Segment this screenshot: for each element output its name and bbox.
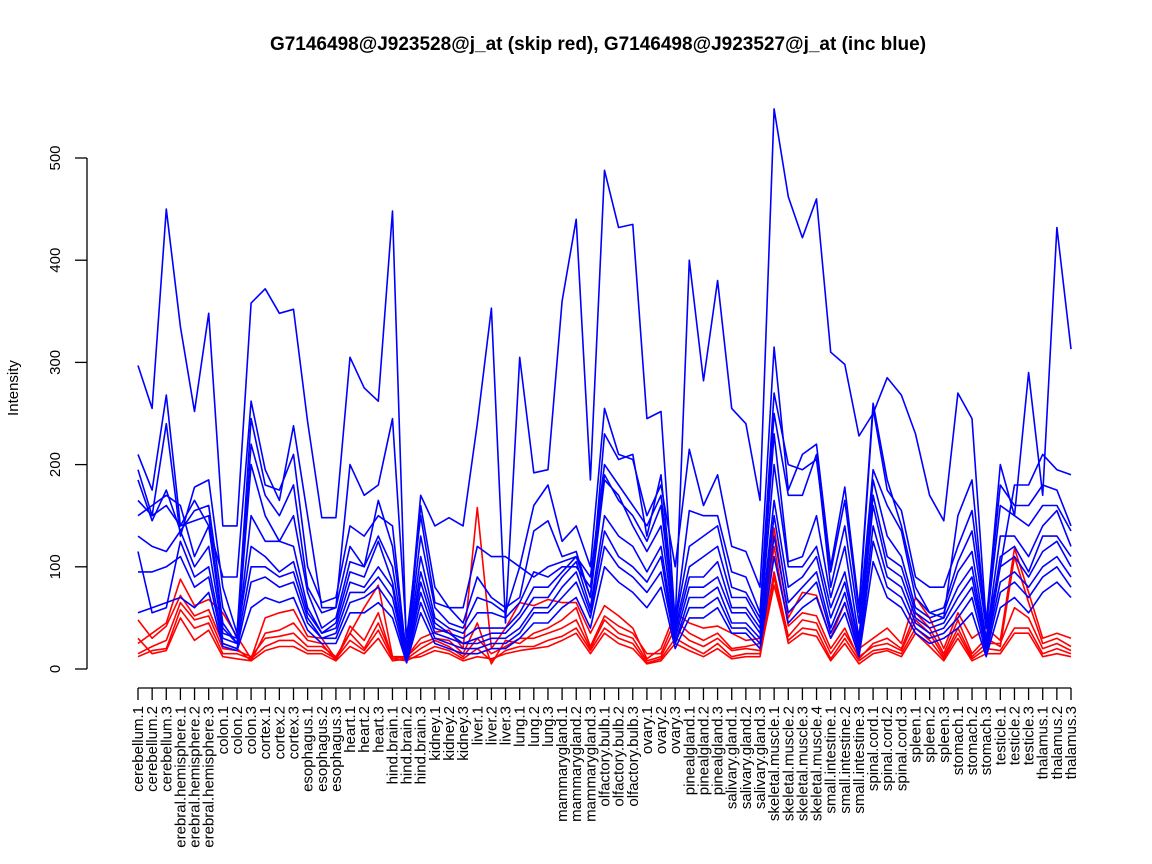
x-tick-label: mammarygland.3: [582, 706, 599, 822]
x-tick-label: spinal.cord.2: [879, 706, 896, 791]
inc-blue-series-line: [137, 108, 1072, 655]
x-tick-label: stomach.1: [950, 706, 967, 775]
skip-red-series-line: [137, 571, 1072, 662]
x-tick-label: liver.2: [483, 706, 500, 745]
x-tick-label: small.intestine.2: [837, 706, 854, 814]
x-tick-label: cortex.1: [257, 706, 274, 759]
x-tick-label: kidney.1: [427, 706, 444, 761]
x-tick-label: heart.2: [356, 706, 373, 753]
inc-blue-series-line: [137, 555, 1072, 664]
x-tick-label: lung.3: [540, 706, 557, 747]
x-tick-label: liver.3: [498, 706, 515, 745]
x-tick-label: spleen.1: [908, 706, 925, 763]
x-tick-label: kidney.3: [455, 706, 472, 761]
x-tick-label: colon.3: [243, 706, 260, 754]
x-tick-label: skeletal.muscle.3: [794, 706, 811, 821]
x-tick-label: olfactory.bulb.2: [611, 706, 628, 807]
x-tick-label: cortex.2: [271, 706, 288, 759]
x-tick-label: stomach.3: [978, 706, 995, 775]
skip-red-series-line: [137, 584, 1072, 664]
series-lines: [137, 108, 1072, 665]
x-tick-label: spinal.cord.3: [893, 706, 910, 791]
inc-blue-series-line: [137, 433, 1072, 658]
x-tick-label: spinal.cord.1: [865, 706, 882, 791]
x-tick-label: heart.1: [342, 706, 359, 753]
x-tick-label: olfactory.bulb.1: [597, 706, 614, 807]
x-tick-label: olfactory.bulb.3: [625, 706, 642, 807]
x-tick-label: salivary.gland.1: [724, 706, 741, 809]
x-tick-label: cerebellum.1: [130, 706, 147, 792]
x-tick-label: erebral.hemisphere.3: [201, 706, 218, 848]
y-tick-label: 300: [47, 350, 64, 375]
x-tick-label: liver.1: [469, 706, 486, 745]
x-tick-label: thalamus.3: [1063, 706, 1080, 779]
x-tick-label: colon.1: [215, 706, 232, 754]
x-tick-label: mammarygland.1: [554, 706, 571, 822]
inc-blue-series-line: [137, 346, 1072, 640]
inc-blue-series-line: [137, 499, 1072, 662]
x-tick-label: pinealgland.2: [695, 706, 712, 795]
x-tick-label: small.intestine.1: [823, 706, 840, 814]
y-axis-label: Intensity: [5, 360, 22, 416]
y-tick-label: 0: [47, 665, 64, 673]
x-tick-label: kidney.2: [441, 706, 458, 761]
x-tick-label: spleen.2: [922, 706, 939, 763]
x-tick-label: esophagus.1: [300, 706, 317, 792]
y-tick-label: 500: [47, 145, 64, 170]
y-tick-label: 200: [47, 452, 64, 477]
x-tick-label: mammarygland.2: [568, 706, 585, 822]
x-tick-label: pinealgland.1: [681, 706, 698, 795]
x-tick-label: skeletal.muscle.2: [780, 706, 797, 821]
x-tick-label: thalamus.2: [1049, 706, 1066, 779]
x-tick-label: ovary.1: [639, 706, 656, 754]
x-tick-label: esophagus.2: [314, 706, 331, 792]
x-tick-label: cerebellum.3: [158, 706, 175, 792]
x-tick-label: hind.brain.3: [413, 706, 430, 784]
inc-blue-series-line: [137, 392, 1072, 660]
x-tick-label: esophagus.3: [328, 706, 345, 792]
x-tick-label: pinealgland.3: [710, 706, 727, 795]
y-axis: 0 100 200 300 400 500: [47, 145, 88, 673]
x-tick-label: lung.1: [512, 706, 529, 747]
x-tick-label: ovary.3: [667, 706, 684, 754]
x-tick-label: erebral.hemisphere.1: [172, 706, 189, 848]
y-tick-label: 100: [47, 554, 64, 579]
inc-blue-series-line: [137, 514, 1072, 660]
x-tick-label: lung.2: [526, 706, 543, 747]
x-tick-label: testicle.3: [1021, 706, 1038, 765]
x-tick-label: stomach.2: [964, 706, 981, 775]
x-tick-label: ovary.2: [653, 706, 670, 754]
inc-blue-series-line: [137, 412, 1072, 655]
x-tick-label: spleen.3: [936, 706, 953, 763]
inc-blue-series-line: [137, 463, 1072, 660]
x-tick-label: small.intestine.3: [851, 706, 868, 814]
x-tick-label: hind.brain.2: [399, 706, 416, 784]
x-tick-label: thalamus.1: [1035, 706, 1052, 779]
x-axis: cerebellum.1cerebellum.2cerebellum.3ereb…: [130, 687, 1080, 848]
x-tick-label: cerebellum.2: [144, 706, 161, 792]
y-tick-label: 400: [47, 248, 64, 273]
x-tick-label: testicle.1: [992, 706, 1009, 765]
x-tick-label: erebral.hemisphere.2: [187, 706, 204, 848]
inc-blue-series-line: [138, 535, 1072, 662]
x-tick-label: hind.brain.1: [384, 706, 401, 784]
x-tick-label: salivary.gland.3: [752, 706, 769, 809]
chart-title: G7146498@J923528@j_at (skip red), G71464…: [270, 34, 926, 55]
x-tick-label: cortex.3: [286, 706, 303, 759]
x-tick-label: salivary.gland.2: [738, 706, 755, 809]
x-tick-label: skeletal.muscle.4: [809, 706, 826, 821]
x-tick-label: heart.3: [370, 706, 387, 753]
x-tick-label: testicle.2: [1006, 706, 1023, 765]
x-tick-label: colon.2: [229, 706, 246, 754]
x-tick-label: skeletal.muscle.1: [766, 706, 783, 821]
